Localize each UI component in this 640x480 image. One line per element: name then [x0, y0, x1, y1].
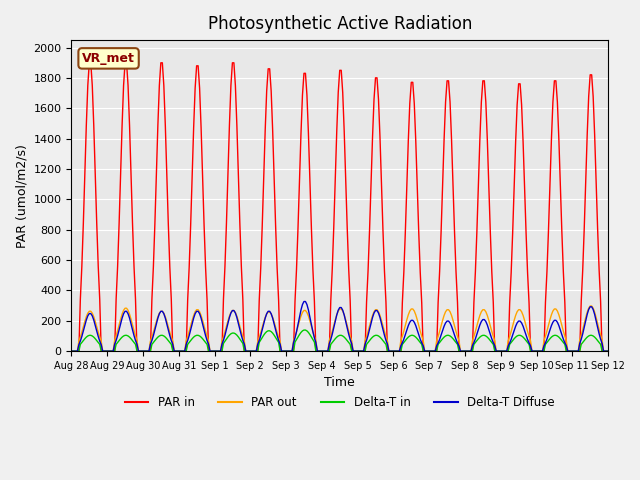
PAR in: [169, 348, 177, 354]
PAR in: [86, 60, 93, 66]
Delta-T Diffuse: [404, 323, 412, 328]
PAR out: [403, 317, 411, 323]
PAR out: [83, 314, 90, 320]
Delta-T Diffuse: [68, 348, 76, 354]
Delta-T Diffuse: [540, 343, 548, 348]
PAR out: [373, 307, 381, 312]
PAR in: [540, 348, 548, 354]
PAR out: [391, 348, 399, 354]
Delta-T in: [168, 341, 175, 347]
PAR out: [168, 334, 175, 340]
PAR in: [374, 96, 382, 102]
Text: VR_met: VR_met: [82, 52, 135, 65]
Delta-T Diffuse: [374, 310, 382, 316]
PAR in: [83, 122, 90, 128]
PAR out: [586, 303, 594, 309]
Legend: PAR in, PAR out, Delta-T in, Delta-T Diffuse: PAR in, PAR out, Delta-T in, Delta-T Dif…: [120, 391, 559, 414]
Delta-T Diffuse: [392, 348, 400, 354]
Delta-T in: [404, 334, 412, 340]
Line: PAR in: PAR in: [72, 63, 608, 351]
Delta-T Diffuse: [168, 337, 175, 343]
Delta-T in: [300, 327, 308, 333]
Y-axis label: PAR (umol/m2/s): PAR (umol/m2/s): [15, 144, 28, 248]
Delta-T Diffuse: [604, 348, 612, 354]
PAR out: [68, 348, 76, 354]
Delta-T in: [83, 334, 90, 340]
Delta-T in: [374, 333, 382, 339]
Line: Delta-T in: Delta-T in: [72, 330, 608, 351]
PAR in: [392, 348, 400, 354]
PAR in: [604, 348, 612, 354]
PAR out: [604, 348, 612, 354]
PAR in: [68, 348, 76, 354]
X-axis label: Time: Time: [324, 376, 355, 389]
Delta-T in: [392, 348, 400, 354]
Line: Delta-T Diffuse: Delta-T Diffuse: [72, 301, 608, 351]
PAR out: [539, 348, 547, 354]
Line: PAR out: PAR out: [72, 306, 608, 351]
Delta-T in: [68, 348, 76, 354]
Delta-T Diffuse: [300, 299, 308, 304]
Delta-T in: [604, 348, 612, 354]
PAR in: [404, 138, 412, 144]
Delta-T in: [540, 348, 548, 354]
Title: Photosynthetic Active Radiation: Photosynthetic Active Radiation: [207, 15, 472, 33]
Delta-T Diffuse: [83, 317, 90, 323]
